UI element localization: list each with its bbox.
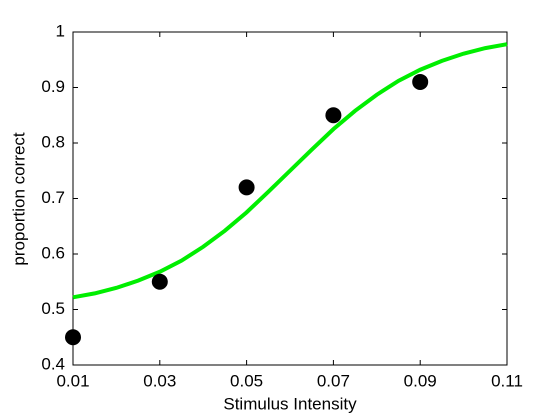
data-point: [325, 107, 342, 124]
y-tick-label: 0.5: [41, 299, 65, 318]
fit-curve: [72, 42, 508, 300]
y-tick-label: 0.9: [41, 77, 65, 96]
y-tick-label: 0.6: [41, 243, 65, 262]
x-tick-label: 0.05: [230, 371, 263, 390]
data-point: [151, 273, 168, 290]
data-point: [65, 329, 81, 346]
x-axis-label: Stimulus Intensity: [223, 394, 357, 413]
x-tick-label: 0.07: [317, 371, 350, 390]
y-tick-label: 0.7: [41, 188, 65, 207]
x-tick-label: 0.09: [404, 371, 437, 390]
data-point: [412, 73, 429, 90]
axes-box: [72, 31, 508, 366]
data-point: [238, 179, 255, 196]
y-tick-label: 1: [56, 21, 65, 40]
y-tick-label: 0.4: [41, 354, 65, 373]
x-tick-label: 0.11: [491, 371, 523, 390]
x-tick-label: 0.01: [56, 371, 89, 390]
x-tick-label: 0.03: [143, 371, 176, 390]
y-tick-label: 0.8: [41, 132, 65, 151]
y-axis-label: proportion correct: [9, 132, 28, 266]
